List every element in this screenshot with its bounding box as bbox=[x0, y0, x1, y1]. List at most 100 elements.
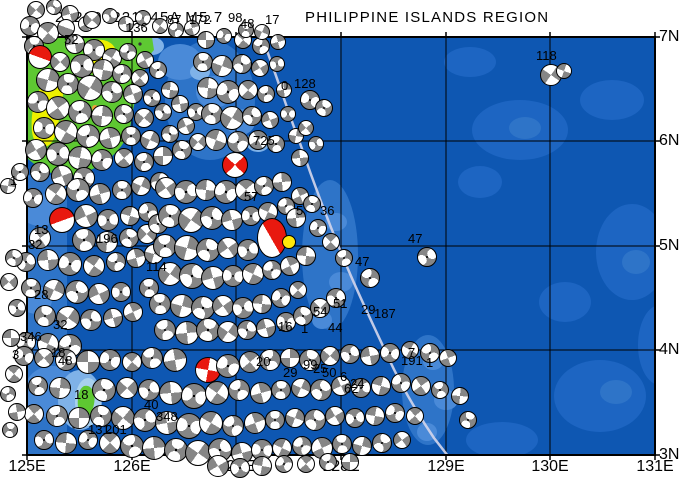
focal-mechanism-ball bbox=[315, 99, 333, 117]
event-number-label: 18 bbox=[51, 345, 66, 360]
focal-mechanism-ball bbox=[83, 39, 105, 61]
focal-mechanism-ball bbox=[76, 350, 100, 374]
event-number-label: 348 bbox=[156, 409, 178, 424]
focal-mechanism-ball bbox=[55, 432, 77, 454]
event-number-label: 47 bbox=[408, 231, 423, 246]
focal-mechanism-ball bbox=[138, 379, 160, 401]
event-number-label: 51 bbox=[333, 296, 348, 311]
focal-mechanism-ball bbox=[123, 302, 143, 322]
focal-mechanism-ball bbox=[228, 379, 250, 401]
focal-mechanism-ball bbox=[5, 249, 23, 267]
focal-mechanism-ball bbox=[214, 180, 238, 204]
focal-mechanism-ball bbox=[135, 10, 151, 26]
focal-mechanism-ball bbox=[341, 453, 359, 471]
event-number-label: 131 bbox=[88, 422, 110, 437]
focal-mechanism-ball bbox=[184, 20, 200, 36]
focal-mechanism-ball bbox=[309, 219, 327, 237]
focal-mechanism-ball bbox=[459, 411, 477, 429]
focal-mechanism-ball bbox=[111, 406, 135, 430]
focal-mechanism-ball bbox=[99, 127, 121, 149]
focal-mechanism-ball bbox=[177, 117, 195, 135]
lat-tick-label: 6N bbox=[659, 132, 680, 149]
focal-mechanism-ball bbox=[303, 195, 321, 213]
focal-mechanism-ball bbox=[0, 386, 16, 402]
event-number-label: 13 bbox=[34, 222, 49, 237]
focal-mechanism-ball bbox=[351, 378, 371, 398]
focal-mechanism-ball bbox=[134, 108, 154, 128]
event-number-label: 47 bbox=[355, 254, 370, 269]
focal-mechanism-ball bbox=[319, 453, 337, 471]
focal-mechanism-ball bbox=[174, 180, 198, 204]
focal-mechanism-ball bbox=[171, 95, 189, 113]
focal-mechanism-ball bbox=[23, 188, 43, 208]
focal-mechanism-ball bbox=[119, 228, 139, 248]
event-number-label: 32 bbox=[28, 237, 43, 252]
focal-mechanism-ball bbox=[256, 318, 276, 338]
focal-mechanism-ball bbox=[299, 349, 321, 371]
focal-mechanism-ball bbox=[34, 430, 54, 450]
focal-mechanism-ball bbox=[280, 256, 300, 276]
focal-mechanism-ball bbox=[76, 124, 100, 148]
focal-mechanism-ball bbox=[116, 377, 138, 399]
focal-mechanism-ball bbox=[152, 18, 168, 34]
event-number-label: 201 bbox=[105, 422, 127, 437]
focal-mechanism-ball bbox=[8, 299, 26, 317]
focal-mechanism-ball bbox=[142, 436, 166, 460]
focal-mechanism-ball bbox=[80, 309, 102, 331]
event-number-label: 1 bbox=[426, 355, 434, 370]
event-number-label: 196 bbox=[96, 231, 118, 246]
event-number-label: 18 bbox=[74, 387, 89, 402]
focal-mechanism-ball bbox=[14, 346, 34, 366]
focal-mechanism-ball bbox=[57, 73, 79, 95]
focal-mechanism-ball bbox=[222, 415, 244, 437]
focal-mechanism-ball bbox=[252, 294, 272, 314]
focal-mechanism-ball bbox=[72, 228, 96, 252]
event-number-label: 6 bbox=[340, 369, 348, 384]
lat-tick-label: 5N bbox=[659, 237, 680, 254]
event-number-label: 57 bbox=[244, 189, 259, 204]
event-number-label: 87 bbox=[167, 12, 182, 27]
event-number-label: 25 bbox=[313, 361, 328, 376]
focal-mechanism-ball bbox=[123, 84, 143, 104]
focal-mechanism-ball bbox=[97, 209, 119, 231]
focal-mechanism-ball bbox=[200, 206, 224, 230]
event-number-label: 40 bbox=[144, 397, 159, 412]
lat-tick-label: 4N bbox=[659, 341, 680, 358]
focal-mechanism-ball bbox=[272, 172, 292, 192]
focal-mechanism-ball bbox=[176, 413, 202, 439]
event-number-label: 62 bbox=[344, 381, 359, 396]
event-number-label: 5 bbox=[296, 203, 304, 218]
focal-mechanism-ball bbox=[340, 344, 360, 364]
focal-mechanism-ball bbox=[121, 126, 141, 146]
focal-mechanism-ball bbox=[90, 405, 112, 427]
focal-mechanism-ball bbox=[0, 273, 18, 291]
focal-mechanism-ball bbox=[193, 52, 213, 72]
focal-mechanism-ball bbox=[197, 31, 215, 49]
focal-mechanism-ball bbox=[83, 11, 101, 29]
event-number-label: 1 bbox=[10, 173, 18, 188]
focal-mechanism-ball bbox=[304, 409, 326, 431]
focal-mechanism-ball bbox=[114, 104, 134, 124]
focal-mechanism-ball bbox=[556, 63, 572, 79]
focal-mechanism-ball bbox=[326, 288, 346, 308]
focal-mechanism-ball bbox=[439, 349, 457, 367]
focal-mechanism-ball bbox=[286, 208, 306, 228]
focal-mechanism-ball bbox=[187, 103, 205, 121]
event-number-label: 128 bbox=[294, 76, 316, 91]
focal-mechanism-ball bbox=[292, 436, 312, 456]
lon-tick-label: 129E bbox=[427, 458, 465, 475]
focal-mechanism-ball bbox=[371, 376, 391, 396]
focal-mechanism-ball bbox=[335, 249, 353, 267]
event-number-label: 36 bbox=[320, 203, 335, 218]
focal-mechanism-ball bbox=[191, 296, 215, 320]
focal-mechanism-ball bbox=[254, 24, 270, 40]
focal-mechanism-ball bbox=[164, 438, 188, 462]
focal-mechanism-ball bbox=[238, 22, 254, 38]
focal-mechanism-ball bbox=[308, 136, 324, 152]
event-number-label: 172 bbox=[189, 12, 211, 27]
event-number-label: 29 bbox=[283, 365, 298, 380]
focal-mechanism-ball bbox=[134, 152, 154, 172]
focal-mechanism-ball bbox=[406, 407, 424, 425]
